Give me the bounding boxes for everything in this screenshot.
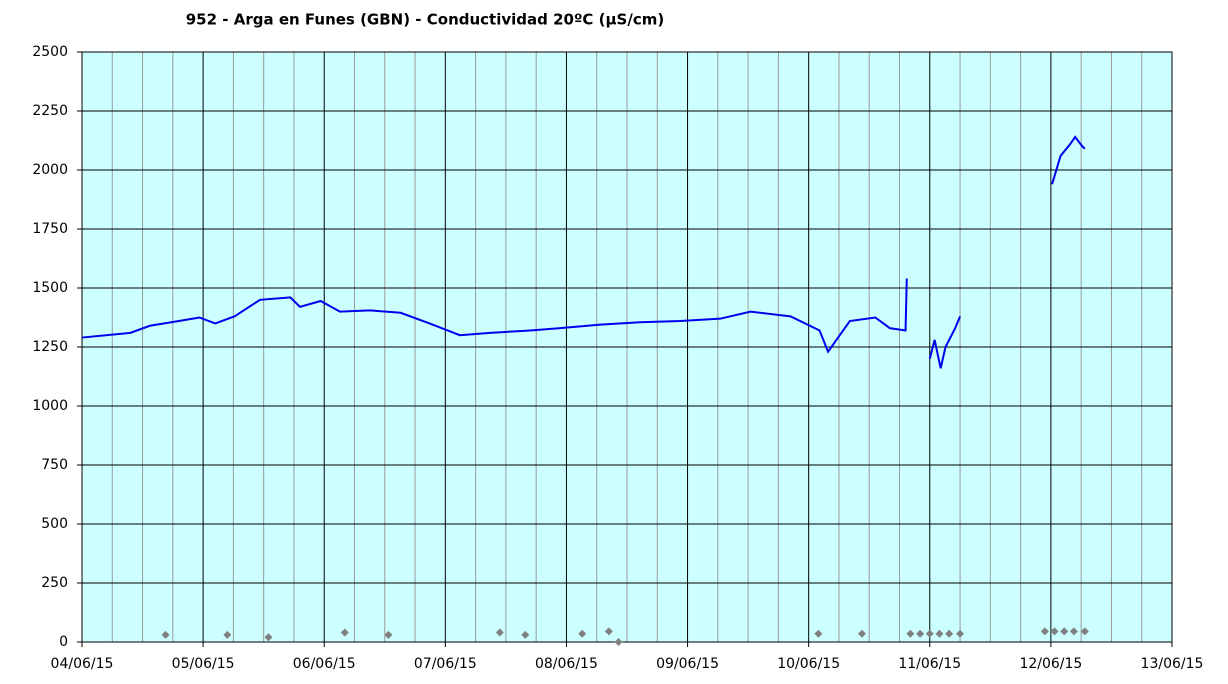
point	[264, 633, 273, 642]
x-tick-label: 13/06/15	[1141, 656, 1204, 672]
y-tick-label: 250	[41, 575, 68, 591]
y-tick-label: 2500	[32, 44, 68, 60]
series-line	[81, 135, 1086, 369]
point	[814, 629, 823, 638]
x-tick-label: 06/06/15	[293, 656, 356, 672]
y-tick-label: 750	[41, 457, 68, 473]
x-tick-label: 05/06/15	[172, 656, 235, 672]
point	[161, 630, 170, 639]
point	[1080, 627, 1089, 636]
y-tick-label: 1500	[32, 280, 68, 296]
point	[1060, 627, 1069, 636]
x-tick-label: 11/06/15	[898, 656, 961, 672]
x-tick-label: 04/06/15	[51, 656, 114, 672]
y-tick-label: 1750	[32, 221, 68, 237]
x-tick-label: 10/06/15	[777, 656, 840, 672]
x-tick-label: 09/06/15	[656, 656, 719, 672]
chart-title: 952 - Arga en Funes (GBN) - Conductivida…	[186, 11, 664, 29]
point	[906, 629, 915, 638]
point	[935, 629, 944, 638]
point	[956, 629, 965, 638]
y-tick-label: 1250	[32, 339, 68, 355]
point	[384, 630, 393, 639]
point	[945, 629, 954, 638]
point	[1050, 627, 1059, 636]
point	[223, 630, 232, 639]
y-tick-label: 2250	[32, 103, 68, 119]
y-tick-label: 0	[59, 634, 68, 650]
point	[604, 627, 613, 636]
point	[340, 628, 349, 637]
point	[578, 629, 587, 638]
x-tick-label: 08/06/15	[535, 656, 598, 672]
y-tick-label: 2000	[32, 162, 68, 178]
y-tick-label: 500	[41, 516, 68, 532]
point	[521, 630, 530, 639]
point	[495, 628, 504, 637]
plot-border	[81, 51, 1173, 643]
x-tick-label: 07/06/15	[414, 656, 477, 672]
y-tick-label: 1000	[32, 398, 68, 414]
x-tick-label: 12/06/15	[1019, 656, 1082, 672]
point	[916, 629, 925, 638]
point	[614, 638, 623, 646]
point	[857, 629, 866, 638]
point	[1069, 627, 1078, 636]
point	[1040, 627, 1049, 636]
point	[925, 629, 934, 638]
